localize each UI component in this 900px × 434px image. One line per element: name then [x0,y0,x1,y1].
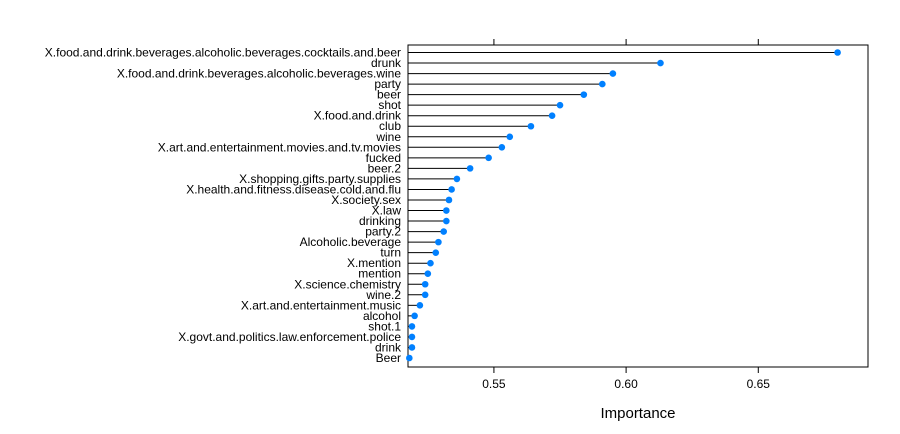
category-label: X.mention [347,256,401,270]
category-label: X.food.and.drink.beverages.alcoholic.bev… [117,67,402,81]
data-point [466,165,474,172]
data-point [406,354,413,362]
x-axis-label: Importance [600,405,675,422]
x-tick-label: 0.60 [614,377,638,391]
x-tick-label: 0.55 [482,377,506,391]
category-label: X.society.sex [331,193,401,207]
data-point [556,101,564,109]
x-tick-label: 0.65 [747,377,771,391]
data-point [421,280,429,288]
data-point [527,122,535,130]
category-label: wine.2 [365,288,401,302]
category-labels: X.food.and.drink.beverages.alcoholic.bev… [45,46,402,366]
data-point [453,175,461,183]
category-label: drinking [359,214,401,228]
category-label: party.2 [365,225,401,239]
data-point [448,186,455,193]
category-label: shot.1 [368,319,401,333]
category-label: X.science.chemistry [294,277,401,291]
category-label: alcohol [363,309,401,323]
category-label: drink [375,340,402,354]
category-label: beer [377,88,401,102]
data-point [580,91,588,98]
data-point [609,70,617,77]
category-label: club [379,119,401,133]
data-point [421,291,429,299]
category-label: mention [358,267,401,281]
category-label: X.art.and.entertainment.movies.and.tv.mo… [158,140,401,154]
data-point [657,59,664,67]
data-point [411,312,418,320]
category-label: party [374,77,401,91]
category-label: X.food.and.drink [314,109,402,123]
category-label: Alcoholic.beverage [300,235,402,249]
category-label: X.health.and.fitness.disease.cold.and.fl… [186,182,401,196]
category-label: turn [380,246,401,260]
data-point [432,249,440,256]
data-point [427,259,434,267]
data-point [416,302,424,309]
category-label: X.art.and.entertainment.music [241,298,401,312]
x-axis-ticks: 0.55 0.60 0.65 [482,39,770,391]
category-label: shot [378,98,401,112]
data-point [408,333,416,341]
category-label: X.govt.and.politics.law.enforcement.poli… [178,330,401,344]
category-label: X.law [372,204,402,218]
data-point [443,207,450,214]
stems [408,52,838,359]
category-label: Beer [376,351,401,365]
category-label: fucked [366,151,401,165]
category-label: X.food.and.drink.beverages.alcoholic.bev… [45,46,401,60]
data-point [440,228,447,235]
data-point [445,196,453,204]
data-point [548,112,556,120]
category-label: wine [375,130,401,144]
data-point [435,238,442,246]
data-point [498,144,506,151]
data-point [506,133,514,141]
category-label: beer.2 [368,161,402,175]
data-point [424,270,432,278]
data-point [599,80,606,88]
category-label: X.shopping.gifts.party.supplies [239,172,401,186]
plot-panel [407,44,869,368]
data-points [406,49,841,362]
data-point [408,344,416,351]
data-point [834,49,841,56]
data-point [485,154,492,162]
data-point [408,323,416,330]
data-point [443,217,450,225]
category-label: drunk [371,56,402,70]
